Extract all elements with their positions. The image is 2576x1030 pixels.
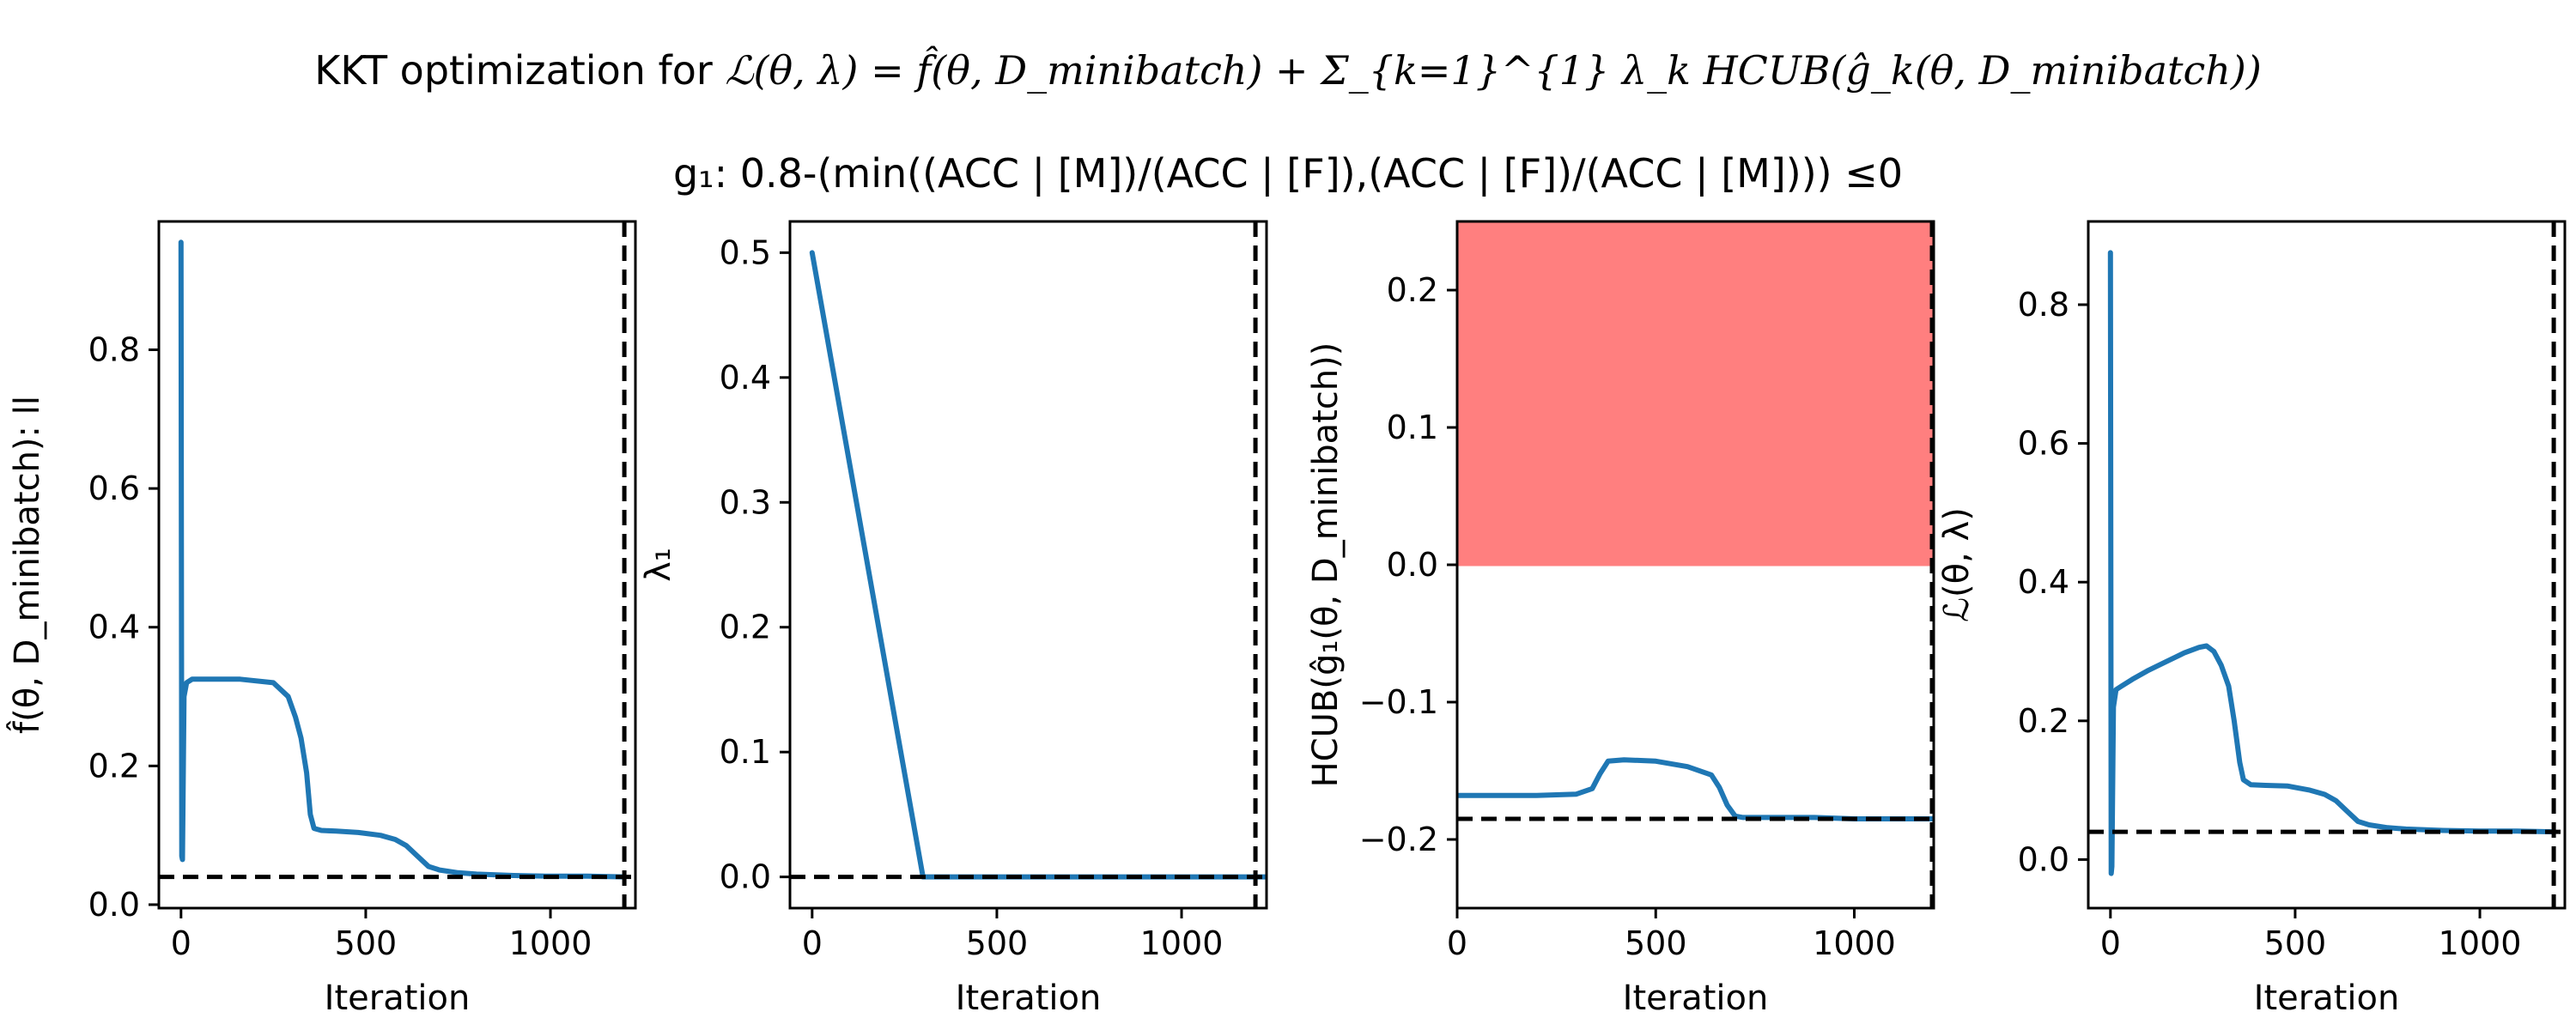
y-axis-label: HCUB(ĝ₁(θ, D_minibatch)) (1306, 342, 1346, 788)
panel-1: 0 500 1000 0.0 0.2 0.4 0.6 0.8 Iteration f̂(θ, D_… (6, 220, 637, 1018)
y-tick-label: 0.6 (88, 470, 140, 507)
series-line (178, 239, 628, 880)
figure-title-formula: ℒ(θ, λ) = f̂(θ, D_minibatch) + Σ_{k=1}^{… (725, 45, 2261, 94)
panel-2: 0 500 1000 0.0 0.1 0.2 0.3 0.4 0.5 Iteration λ₁ (639, 220, 1268, 1018)
y-tick-label: 0.8 (88, 330, 140, 368)
y-axis-label: ℒ(θ, λ) (1937, 507, 1977, 622)
x-tick-label: 0 (1447, 924, 1467, 962)
y-tick-label: 0.2 (720, 609, 771, 646)
y-tick-label: 0.1 (1387, 409, 1438, 446)
y-tick-label: 0.6 (2018, 425, 2069, 463)
y-tick-label: 0.2 (2018, 702, 2069, 740)
x-tick-label: 1000 (509, 924, 592, 962)
y-axis-label: λ₁ (639, 548, 678, 582)
y-axis-label: f̂(θ, D_minibatch): ll (6, 396, 47, 734)
axes-frame (157, 220, 637, 910)
x-tick-label: 1000 (2439, 924, 2522, 962)
y-tick-label: 0.4 (2018, 563, 2069, 601)
panel-4: 0 500 1000 0.0 0.2 0.4 0.6 0.8 Iteration ℒ(θ, λ) (1937, 220, 2567, 1018)
x-tick-label: 0 (2100, 924, 2121, 962)
y-tick-label: 0.5 (720, 233, 771, 271)
y-tick-label: 0.3 (720, 483, 771, 521)
y-tick-label: 0.4 (720, 359, 771, 397)
y-tick-label: 0.0 (88, 886, 140, 924)
y-tick-label: 0.0 (2018, 840, 2069, 878)
axes-frame (2087, 220, 2567, 910)
panels: 0 500 1000 0.0 0.2 0.4 0.6 0.8 Iteration f̂(θ, D_… (6, 220, 2567, 1018)
figure-subtitle: g₁: 0.8-(min((ACC | [M])/(ACC | [F]),(AC… (673, 150, 1903, 197)
y-tick-label: 0.8 (2018, 286, 2069, 324)
x-axis-label: Iteration (325, 978, 471, 1018)
x-tick-label: 0 (171, 924, 191, 962)
y-tick-label: 0.0 (720, 858, 771, 896)
x-tick-label: 500 (2264, 924, 2327, 962)
x-axis-label: Iteration (956, 978, 1102, 1018)
y-tick-label: 0.0 (1387, 546, 1438, 584)
figure-title: KKT optimization for ℒ(θ, λ) = f̂(θ, D_m… (314, 45, 2262, 94)
series-line (2107, 250, 2557, 876)
y-tick-label: −0.2 (1359, 821, 1438, 858)
series-line (1457, 757, 1934, 821)
x-tick-label: 1000 (1813, 924, 1896, 962)
x-tick-label: 500 (966, 924, 1029, 962)
x-axis-label: Iteration (1623, 978, 1769, 1018)
x-axis-label: Iteration (2254, 978, 2400, 1018)
y-tick-label: 0.1 (720, 733, 771, 771)
y-tick-label: −0.1 (1359, 683, 1438, 721)
x-tick-label: 500 (335, 924, 398, 962)
y-tick-label: 0.2 (1387, 271, 1438, 309)
figure-title-prefix: KKT optimization for (314, 47, 725, 94)
x-tick-label: 1000 (1140, 924, 1224, 962)
series-line (809, 250, 1267, 880)
x-tick-label: 500 (1625, 924, 1687, 962)
infeasible-region (1457, 221, 1934, 565)
x-tick-label: 0 (802, 924, 823, 962)
panel-3: 0 500 1000 −0.2 −0.1 0.0 0.1 0.2 Iteration HCUB(ĝ… (1306, 220, 1935, 1018)
axes-frame (788, 220, 1268, 910)
y-tick-label: 0.2 (88, 747, 140, 785)
y-tick-label: 0.4 (88, 609, 140, 646)
